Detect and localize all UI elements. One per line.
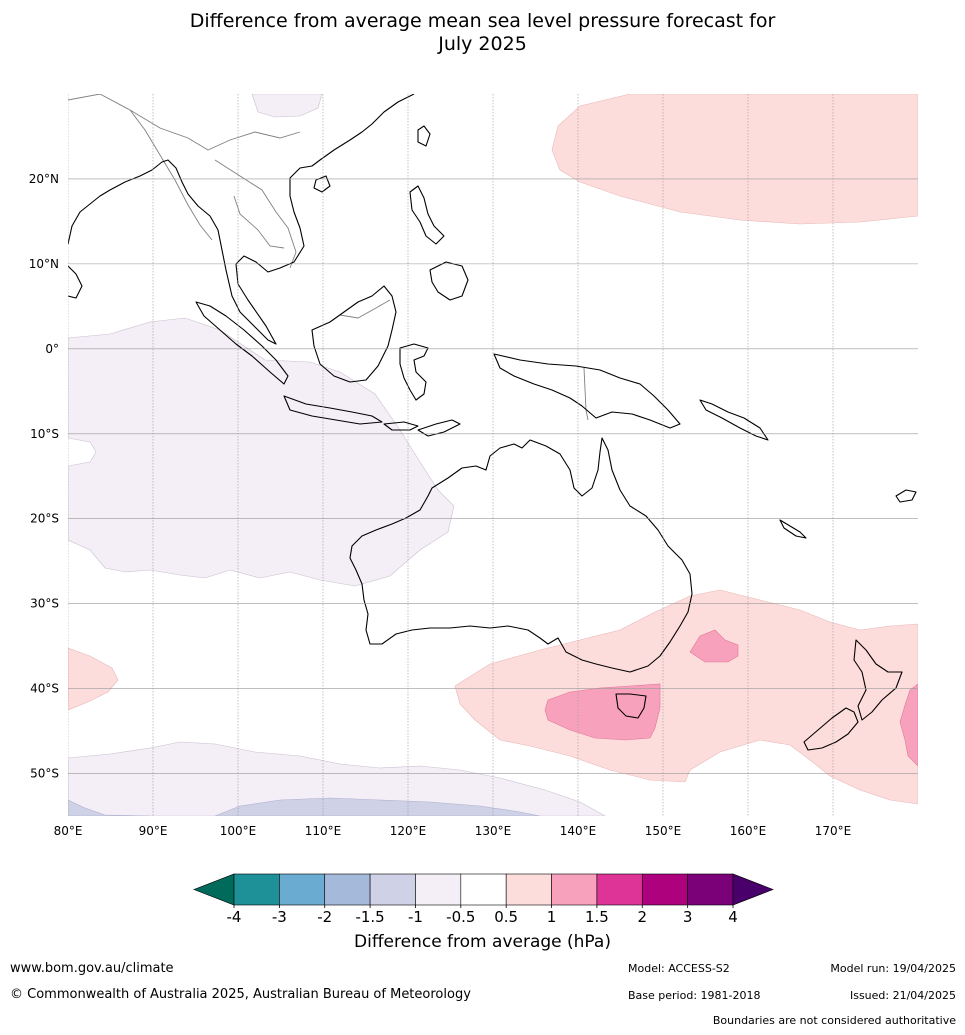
longitude-labels: 80°E 90°E 100°E 110°E 120°E 130°E 140°E 150°E 16… <box>54 824 852 838</box>
negative-anomaly-indian-north <box>251 94 323 118</box>
lat-label: 20°N <box>29 172 59 186</box>
colorbar-tick-label: 0.5 <box>494 908 518 926</box>
new-zealand-north-island <box>853 639 903 721</box>
lat-label: 40°S <box>30 682 59 696</box>
moderate-positive-new-zealand-east <box>899 683 918 767</box>
colorbar-tick-label: -1 <box>408 908 423 926</box>
negative-anomaly-southern-ocean <box>68 741 606 816</box>
colorbar-tick-label: -0.5 <box>446 908 475 926</box>
website-link[interactable]: www.bom.gov.au/climate <box>10 961 174 976</box>
laos-thailand-border <box>214 159 297 269</box>
lon-label: 130°E <box>475 824 512 838</box>
sulawesi-coastline <box>399 343 429 401</box>
lon-label: 110°E <box>305 824 342 838</box>
colorbar-label: Difference from average (hPa) <box>354 932 611 952</box>
lon-label: 80°E <box>54 824 83 838</box>
colorbar-tick-label: -3 <box>272 908 287 926</box>
lat-label: 30°S <box>30 597 59 611</box>
asia-coastline <box>68 94 415 345</box>
coastlines <box>68 94 917 751</box>
sumatra-coastline <box>195 301 289 385</box>
colorbar-tick-label: -2 <box>317 908 332 926</box>
base-period: Base period: 1981-2018 <box>628 989 761 1002</box>
colorbar-upper-extension <box>732 873 774 906</box>
lat-label: 20°S <box>30 512 59 526</box>
title-line-2: July 2025 <box>438 33 527 55</box>
colorbar-tick-label: -1.5 <box>355 908 384 926</box>
lon-label: 120°E <box>390 824 427 838</box>
china-border <box>68 94 301 151</box>
borneo-coastline <box>311 285 397 383</box>
colorbar-lower-extension <box>193 873 235 906</box>
new-guinea-coastline <box>493 353 681 429</box>
lat-label: 0° <box>45 342 59 356</box>
model-run-date: Model run: 19/04/2025 <box>830 962 956 975</box>
chart-title: Difference from average mean sea level p… <box>0 10 965 56</box>
positive-anomaly-west-indian <box>68 647 119 711</box>
luzon-coastline <box>409 185 445 245</box>
moderate-negative-southern-ocean <box>68 797 541 816</box>
copyright-text: © Commonwealth of Australia 2025, Austra… <box>10 987 471 1002</box>
lat-label: 10°N <box>29 257 59 271</box>
colorbar-segment <box>551 873 598 906</box>
colorbar-tick-label: 1 <box>547 908 557 926</box>
lon-label: 150°E <box>645 824 682 838</box>
colorbar-tick-label: 3 <box>683 908 693 926</box>
moderate-positive-tasman-sea <box>689 629 739 663</box>
lat-label: 50°S <box>30 767 59 781</box>
moderate-positive-tasmania <box>544 683 661 741</box>
java-coastline <box>283 395 383 425</box>
boundary-disclaimer: Boundaries are not considered authoritat… <box>712 1014 956 1027</box>
issued-date: Issued: 21/04/2025 <box>849 989 956 1002</box>
new-zealand-south-island <box>803 707 859 751</box>
colorbar-segment <box>460 873 507 906</box>
colorbar-segment <box>233 873 280 906</box>
borneo-border <box>339 299 391 319</box>
myanmar-border <box>129 109 213 241</box>
colorbar-segment <box>324 873 371 906</box>
colorbar-segment <box>596 873 643 906</box>
lon-label: 140°E <box>560 824 597 838</box>
lesser-sunda-coastline <box>383 421 419 431</box>
sri-lanka-coastline <box>68 265 83 299</box>
positive-anomaly-north-pacific <box>551 94 918 225</box>
colorbar-tick-label: 1.5 <box>585 908 609 926</box>
colorbar-segment <box>641 873 688 906</box>
lon-label: 170°E <box>815 824 852 838</box>
lat-label: 10°S <box>30 427 59 441</box>
new-caledonia-coastline <box>779 519 807 539</box>
colorbar-segment <box>415 873 462 906</box>
colorbar: -4 -3 -2 -1.5 -1 -0.5 0.5 1 1.5 2 3 4 <box>193 873 774 926</box>
colorbar-segment <box>505 873 552 906</box>
gridlines <box>68 94 918 816</box>
colorbar-tick-label: -4 <box>227 908 242 926</box>
model-name: Model: ACCESS-S2 <box>628 962 730 975</box>
mindanao-coastline <box>429 261 469 301</box>
latitude-labels: 20°N 10°N 0° 10°S 20°S 30°S 40°S 50°S <box>29 172 59 781</box>
hainan-coastline <box>313 175 331 193</box>
positive-anomaly-south-australia <box>454 589 918 805</box>
fiji-coastline <box>895 489 917 503</box>
map-panel <box>68 94 918 816</box>
australia-coastline <box>349 437 693 673</box>
colorbar-tick-label: 4 <box>728 908 738 926</box>
timor-coastline <box>417 419 461 437</box>
colorbar-segment <box>687 873 734 906</box>
tasmania-coastline <box>615 693 647 719</box>
solomon-islands-coastline <box>699 399 769 441</box>
lon-label: 100°E <box>220 824 257 838</box>
lon-label: 90°E <box>139 824 168 838</box>
taiwan-coastline <box>417 125 431 147</box>
colorbar-tick-label: 2 <box>637 908 647 926</box>
colorbar-segment <box>369 873 416 906</box>
anomaly-shading <box>68 94 918 816</box>
title-line-1: Difference from average mean sea level p… <box>189 10 776 32</box>
lon-label: 160°E <box>730 824 767 838</box>
colorbar-segment <box>279 873 326 906</box>
